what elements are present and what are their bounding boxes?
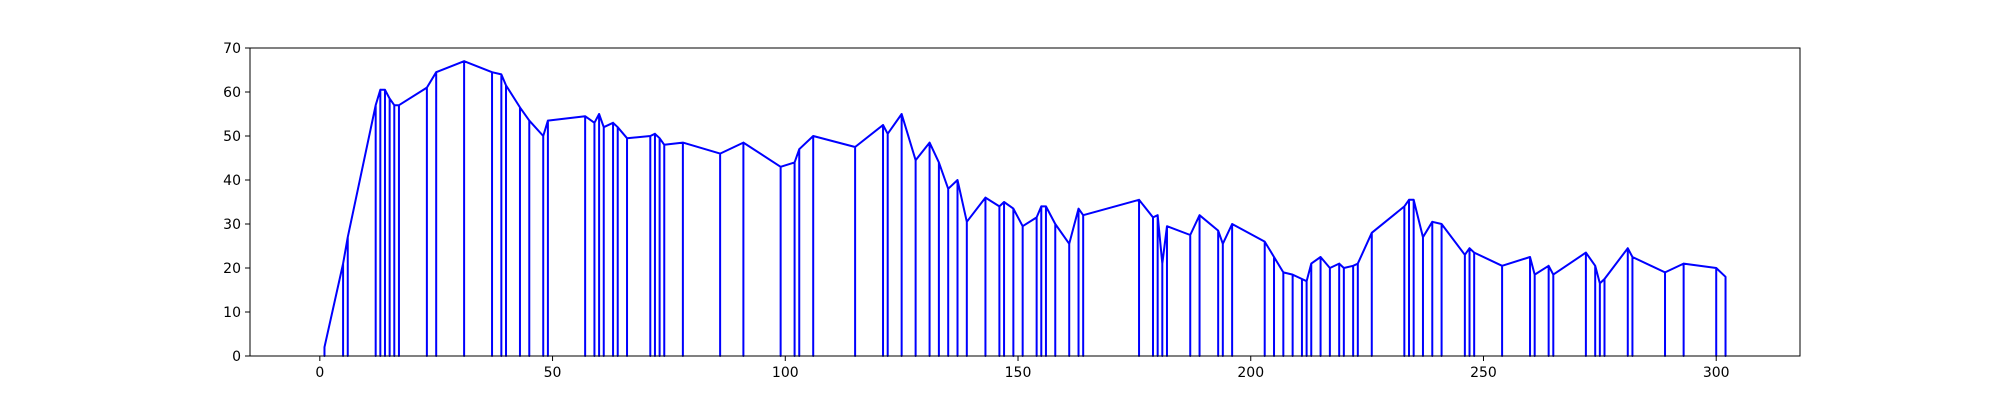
series-layer <box>323 60 1727 357</box>
x-tick-label-150: 150 <box>1005 365 1032 381</box>
y-tick-label-10: 10 <box>223 305 241 321</box>
y-tick-label-0: 0 <box>232 349 241 365</box>
series-line-0 <box>323 60 1727 357</box>
x-tick-label-50: 50 <box>544 365 562 381</box>
y-tick-label-20: 20 <box>223 261 241 277</box>
y-tick-label-50: 50 <box>223 129 241 145</box>
plot-background <box>250 48 1800 356</box>
y-tick-label-70: 70 <box>223 41 241 57</box>
x-tick-label-200: 200 <box>1237 365 1264 381</box>
y-axis: 0 10 20 30 40 50 60 70 <box>223 41 250 365</box>
x-axis: 0 50 100 150 200 250 300 <box>315 356 1730 381</box>
x-tick-label-100: 100 <box>772 365 799 381</box>
plot-frame <box>249 47 1801 357</box>
y-tick-label-60: 60 <box>223 85 241 101</box>
x-tick-label-0: 0 <box>315 365 324 381</box>
x-tick-label-250: 250 <box>1470 365 1497 381</box>
x-tick-label-300: 300 <box>1703 365 1730 381</box>
y-tick-label-30: 30 <box>223 217 241 233</box>
y-tick-label-40: 40 <box>223 173 241 189</box>
